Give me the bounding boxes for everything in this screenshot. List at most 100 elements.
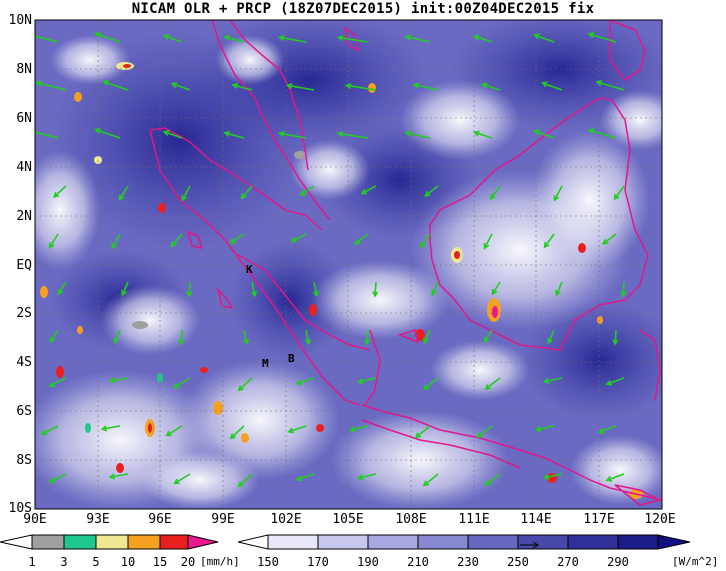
- olr-legend-label: 250: [507, 555, 529, 569]
- wind-arrow-head: [404, 130, 412, 137]
- wind-arrow: [431, 281, 439, 296]
- precip-legend-label: 20: [180, 555, 196, 569]
- wind-arrow-head: [597, 427, 605, 434]
- wind-arrow: [483, 329, 493, 343]
- wind-arrow: [49, 329, 59, 343]
- wind-arrow: [118, 185, 129, 200]
- wind-arrow-head: [491, 288, 498, 296]
- wind-arrow-head: [223, 130, 231, 137]
- wind-arrow: [483, 233, 493, 249]
- wind-arrow: [166, 425, 183, 437]
- wind-arrow: [338, 132, 369, 139]
- wind-arrow: [49, 473, 67, 483]
- wind-arrow: [358, 473, 377, 479]
- grid-lines: [35, 20, 662, 509]
- wind-arrow-head: [348, 426, 356, 433]
- wind-arrow: [103, 80, 129, 91]
- wind-arrow-head: [414, 432, 422, 439]
- wind-arrow-head: [424, 190, 431, 197]
- wind-arrow: [423, 377, 439, 390]
- wind-arrow-head: [29, 33, 34, 38]
- olr-colorbar: [238, 534, 691, 550]
- wind-arrow-head: [170, 82, 178, 88]
- wind-arrow: [606, 473, 625, 481]
- wind-arrow: [57, 281, 67, 295]
- wind-arrow: [232, 84, 253, 91]
- wind-arrow: [606, 377, 625, 385]
- wind-arrow: [121, 281, 129, 296]
- wind-arrow: [230, 425, 245, 439]
- wind-arrow-head: [94, 31, 101, 38]
- wind-arrow: [300, 185, 315, 196]
- wind-arrow: [491, 281, 501, 295]
- wind-arrow-head: [242, 338, 250, 346]
- wind-arrow: [288, 425, 307, 433]
- lon-label: 114E: [520, 512, 552, 527]
- coastlines: [149, 20, 662, 506]
- wind-arrow-head: [229, 433, 236, 440]
- wind-arrow-head: [173, 478, 180, 485]
- lat-label: 6S: [16, 404, 32, 419]
- wind-arrow: [613, 185, 625, 200]
- wind-arrow-head: [412, 82, 420, 89]
- wind-arrow: [414, 83, 439, 91]
- wind-arrow: [354, 233, 369, 245]
- wind-arrow: [313, 281, 318, 296]
- wind-arrow: [36, 81, 67, 91]
- wind-arrow: [597, 81, 625, 91]
- wind-arrow: [589, 33, 617, 43]
- wind-arrow-head: [555, 289, 561, 297]
- precip-colorbar: [0, 534, 219, 550]
- lat-label: 4S: [16, 355, 32, 370]
- wind-arrow: [241, 185, 253, 199]
- wind-arrow-head: [422, 384, 430, 391]
- wind-arrow-head: [162, 130, 170, 136]
- wind-arrow-head: [336, 130, 344, 138]
- wind-arrow: [482, 83, 501, 91]
- wind-arrow: [374, 281, 377, 297]
- precip-legend-label: 15: [152, 555, 168, 569]
- wind-arrow-head: [431, 289, 437, 297]
- wind-arrow: [163, 34, 183, 43]
- wind-arrow-head: [304, 338, 312, 346]
- wind-arrow-head: [48, 477, 55, 484]
- wind-arrow-head: [423, 337, 429, 345]
- wind-arrow-head: [240, 193, 247, 200]
- lon-label: 96E: [148, 512, 172, 527]
- wind-arrow: [110, 377, 129, 382]
- wind-vectors: [29, 31, 627, 488]
- wind-arrow-head: [223, 34, 231, 41]
- wind-arrow: [287, 84, 315, 91]
- lon-label: 111E: [458, 512, 490, 527]
- wind-arrow: [188, 281, 191, 297]
- wind-arrow-head: [250, 290, 258, 298]
- wind-arrow-head: [48, 242, 55, 249]
- wind-arrow: [48, 233, 59, 248]
- precip-legend-label: 3: [60, 555, 68, 569]
- wind-arrow-head: [613, 193, 620, 201]
- wind-arrow: [305, 329, 310, 344]
- wind-arrow-head: [483, 243, 490, 250]
- olr-legend-label: 270: [557, 555, 579, 569]
- wind-arrow-head: [481, 82, 488, 89]
- wind-arrow-head: [173, 382, 180, 389]
- wind-arrow: [553, 185, 563, 201]
- lon-label: 99E: [211, 512, 235, 527]
- wind-arrow-head: [356, 474, 364, 481]
- wind-arrow-head: [108, 473, 116, 480]
- wind-arrow-head: [372, 291, 379, 298]
- wind-arrow: [555, 281, 563, 296]
- wind-arrow: [279, 132, 307, 139]
- wind-arrow-head: [489, 193, 496, 201]
- wind-arrow-head: [229, 238, 236, 244]
- precip-legend-label: 1: [28, 555, 36, 569]
- olr-field: [29, 20, 662, 509]
- wind-arrow-head: [290, 236, 297, 243]
- wind-arrow: [542, 82, 563, 91]
- wind-arrow-head: [57, 288, 64, 296]
- place-label-b: B: [288, 352, 295, 365]
- precip-cells: [40, 62, 643, 499]
- wind-arrow: [406, 35, 431, 43]
- wind-arrow-head: [620, 291, 627, 298]
- wind-arrow: [35, 35, 59, 43]
